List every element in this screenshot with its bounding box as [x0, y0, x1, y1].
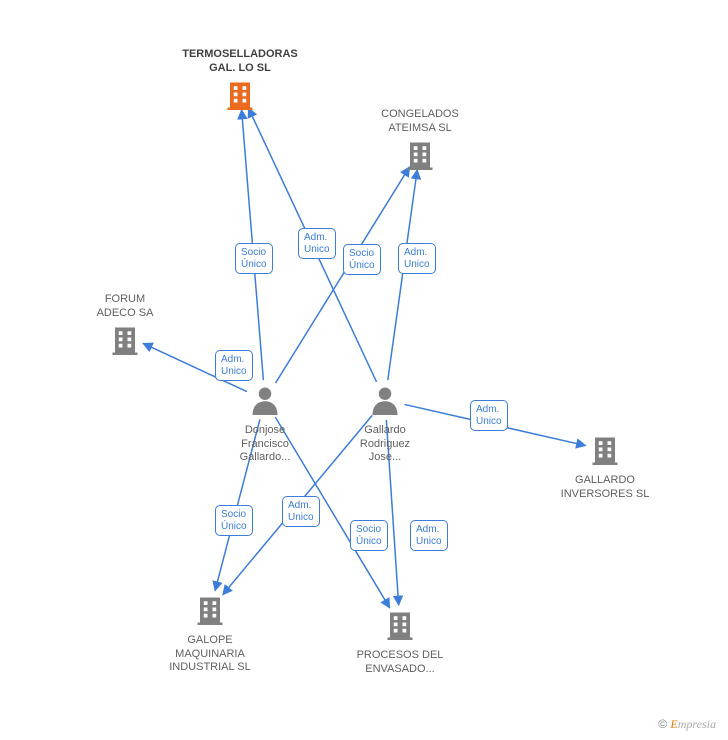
edge-label: Socio Único	[235, 243, 273, 274]
edge-label: Adm. Unico	[282, 496, 320, 527]
brand-rest: mpresia	[678, 717, 716, 731]
edge	[388, 170, 417, 380]
building-icon	[370, 140, 470, 175]
building-icon	[85, 325, 165, 360]
copyright: © Empresia	[658, 717, 716, 732]
edge-label: Adm. Unico	[298, 228, 336, 259]
node-label: PROCESOS DEL ENVASADO...	[355, 649, 445, 677]
node-donjose[interactable]: Donjose Francisco Gallardo...	[225, 385, 305, 465]
diagram-canvas: TERMOSELLADORAS GAL. LO SL CONGELADOS AT…	[0, 0, 728, 740]
edge-label: Adm. Unico	[398, 243, 436, 274]
node-gallrod[interactable]: Gallardo Rodriguez Jose...	[345, 385, 425, 465]
node-proc[interactable]: PROCESOS DEL ENVASADO...	[355, 610, 445, 676]
edge	[276, 167, 410, 383]
node-galope[interactable]: GALOPE MAQUINARIA INDUSTRIAL SL	[155, 595, 265, 675]
node-label: GALOPE MAQUINARIA INDUSTRIAL SL	[155, 634, 265, 675]
node-label: TERMOSELLADORAS GAL. LO SL	[180, 48, 300, 76]
node-label: CONGELADOS ATEIMSA SL	[370, 108, 470, 136]
building-icon	[355, 610, 445, 645]
node-label: Gallardo Rodriguez Jose...	[345, 424, 425, 465]
node-label: Donjose Francisco Gallardo...	[225, 424, 305, 465]
copyright-symbol: ©	[658, 717, 667, 731]
node-forum[interactable]: FORUM ADECO SA	[85, 293, 165, 363]
node-label: FORUM ADECO SA	[85, 293, 165, 321]
brand-e: E	[670, 717, 677, 731]
person-icon	[345, 385, 425, 420]
building-icon	[155, 595, 265, 630]
edge-label: Socio Único	[350, 520, 388, 551]
edge-label: Socio Único	[343, 244, 381, 275]
edge-label: Socio Único	[215, 505, 253, 536]
node-label: GALLARDO INVERSORES SL	[555, 474, 655, 502]
node-gallinv[interactable]: GALLARDO INVERSORES SL	[555, 435, 655, 501]
edge-label: Adm. Unico	[470, 400, 508, 431]
building-icon	[555, 435, 655, 470]
person-icon	[225, 385, 305, 420]
edge-label: Adm. Unico	[215, 350, 253, 381]
edge-label: Adm. Unico	[410, 520, 448, 551]
node-termo[interactable]: TERMOSELLADORAS GAL. LO SL	[180, 48, 300, 118]
building-icon	[180, 80, 300, 115]
node-congel[interactable]: CONGELADOS ATEIMSA SL	[370, 108, 470, 178]
